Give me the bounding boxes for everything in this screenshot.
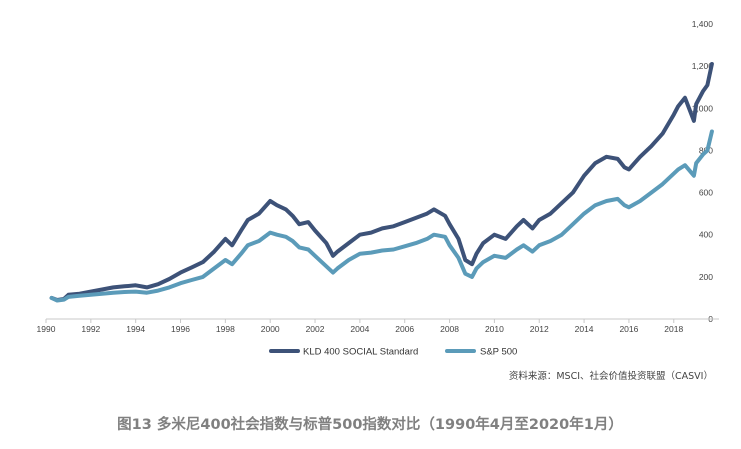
x-tick-label-2000: 2000 (261, 324, 280, 334)
x-tick-label-2004: 2004 (350, 324, 369, 334)
x-axis-ticks: 1990 1992 1994 1996 1998 2000 2002 2004 2006 2008… (37, 319, 683, 334)
x-tick-label-2014: 2014 (575, 324, 594, 334)
figure-caption: 图13 多米尼400社会指数与标普500指数对比（1990年4月至2020年1月… (117, 415, 623, 433)
y-tick-label-200: 200 (699, 272, 713, 282)
y-tick-label-400: 400 (699, 230, 713, 240)
x-tick-label-2012: 2012 (530, 324, 549, 334)
x-tick-label-1992: 1992 (81, 324, 100, 334)
series-line-sp500 (49, 129, 714, 303)
x-tick-label-2018: 2018 (664, 324, 683, 334)
x-tick-label-2008: 2008 (440, 324, 459, 334)
legend-label-kld400: KLD 400 SOCIAL Standard (303, 347, 418, 358)
y-tick-label-1000: 1,000 (692, 103, 714, 113)
legend-item-sp500: S&P 500 (445, 347, 517, 358)
x-tick-label-2010: 2010 (485, 324, 504, 334)
y-tick-label-1200: 1,200 (692, 61, 714, 71)
y-tick-label-600: 600 (699, 188, 713, 198)
y-tick-label-1400: 1,400 (692, 19, 714, 29)
x-tick-label-2002: 2002 (306, 324, 325, 334)
series-line-kld400 (49, 62, 714, 302)
x-tick-label-2016: 2016 (619, 324, 638, 334)
series-lines (49, 62, 714, 303)
source-note: 资料来源：MSCI、社会价值投资联盟（CASVI） (509, 370, 713, 382)
x-tick-label-1990: 1990 (37, 324, 56, 334)
legend-item-kld400: KLD 400 SOCIAL Standard (269, 347, 418, 358)
legend-label-sp500: S&P 500 (480, 347, 517, 358)
x-tick-label-1998: 1998 (216, 324, 235, 334)
legend: KLD 400 SOCIAL Standard S&P 500 (269, 347, 517, 358)
x-tick-label-1994: 1994 (126, 324, 145, 334)
x-tick-label-1996: 1996 (171, 324, 190, 334)
x-tick-label-2006: 2006 (395, 324, 414, 334)
